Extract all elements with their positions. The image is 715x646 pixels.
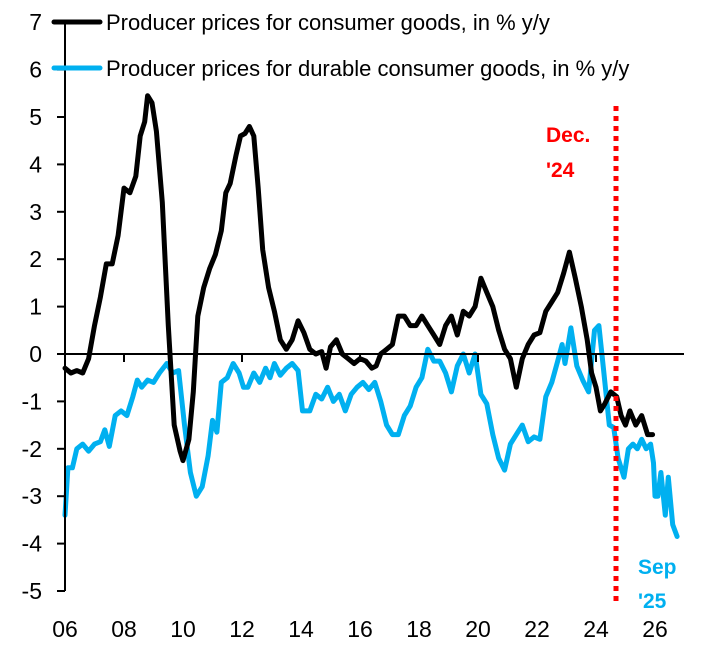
annotations: Dec. '24 Sep '25 <box>546 106 677 613</box>
sep-25-label-line1: Sep <box>638 556 677 579</box>
y-tick-label: 2 <box>29 246 42 272</box>
y-tick-label: 1 <box>29 294 42 320</box>
y-tick-label: 4 <box>29 151 42 177</box>
x-tick-label: 26 <box>642 616 668 642</box>
legend-label-consumer-goods: Producer prices for consumer goods, in %… <box>106 10 550 35</box>
series-line-consumer-goods <box>62 93 656 464</box>
y-tick-label: -3 <box>22 483 42 509</box>
y-tick-label: 7 <box>29 9 42 35</box>
x-tick-label: 20 <box>465 616 491 642</box>
x-tick-label: 18 <box>406 616 432 642</box>
y-tick-labels: 7 6 5 4 3 2 1 0 -1 -2 -3 -4 -5 <box>22 9 43 604</box>
dec-24-label-line2: '24 <box>546 159 575 182</box>
x-tick-label: 14 <box>288 616 314 642</box>
y-tick-label: 0 <box>29 341 42 367</box>
x-tick-labels: 06 08 10 12 14 16 18 20 22 24 26 <box>52 616 668 642</box>
y-tick-label: 3 <box>29 199 42 225</box>
y-tick-label: -2 <box>22 436 42 462</box>
y-tick-label: 6 <box>29 57 42 83</box>
x-tick-label: 10 <box>170 616 196 642</box>
y-tick-label: -1 <box>22 388 42 414</box>
x-tick-label: 12 <box>229 616 255 642</box>
legend-label-durable-consumer-goods: Producer prices for durable consumer goo… <box>106 56 629 81</box>
x-tick-label: 16 <box>347 616 373 642</box>
y-tick-label: -4 <box>22 531 43 557</box>
legend: Producer prices for consumer goods, in %… <box>51 10 629 81</box>
y-tick-label: 5 <box>29 104 42 130</box>
axes <box>57 21 684 592</box>
y-tick-label: -5 <box>22 578 42 604</box>
x-tick-label: 24 <box>583 616 609 642</box>
dec-24-label-line1: Dec. <box>546 124 590 147</box>
series-line-durable-consumer-goods <box>62 323 680 539</box>
x-tick-label: 22 <box>524 616 550 642</box>
x-tick-label: 06 <box>52 616 78 642</box>
x-tick-label: 08 <box>111 616 137 642</box>
plot-lines <box>62 93 680 539</box>
sep-25-label-line2: '25 <box>638 590 667 613</box>
